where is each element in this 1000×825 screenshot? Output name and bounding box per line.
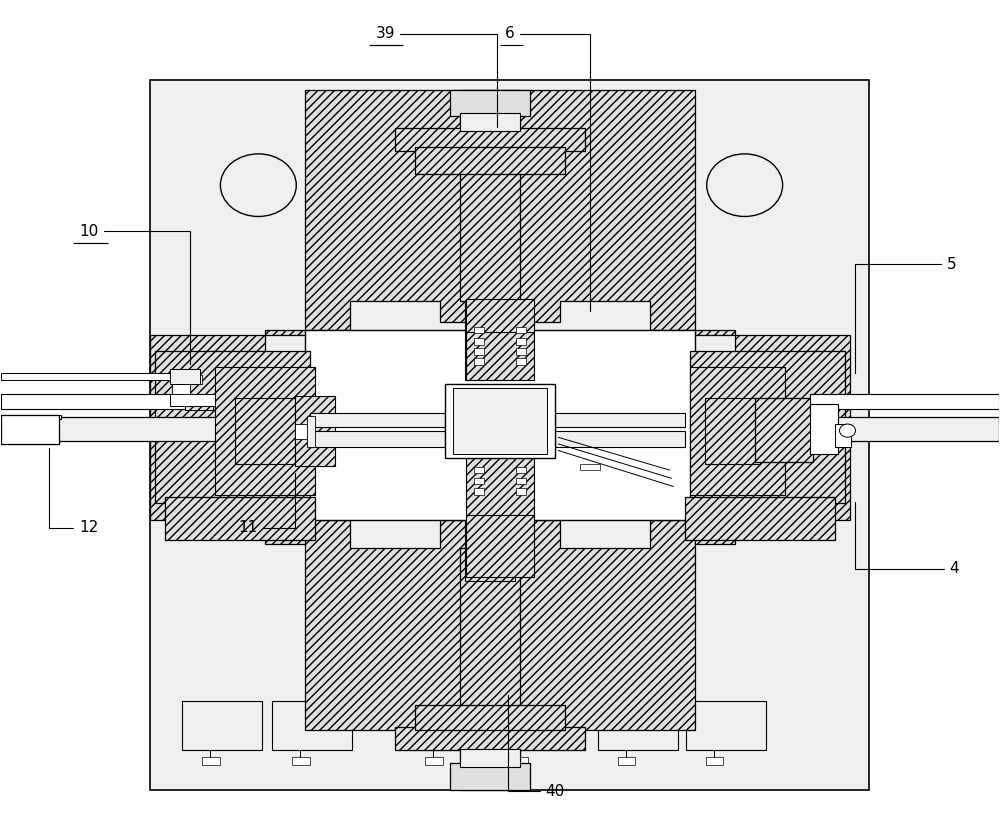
Bar — [295, 396, 335, 466]
Bar — [453, 388, 547, 454]
Text: 40: 40 — [508, 695, 565, 799]
Bar — [465, 520, 515, 544]
Bar — [474, 488, 484, 495]
Bar — [460, 91, 520, 301]
Bar — [215, 367, 315, 495]
Bar — [516, 467, 526, 474]
Polygon shape — [1, 415, 61, 419]
Bar — [706, 757, 723, 765]
Bar — [235, 398, 295, 464]
Bar — [580, 464, 600, 470]
Bar — [465, 301, 515, 380]
Bar — [1, 373, 175, 380]
Text: 5: 5 — [855, 257, 956, 373]
Bar — [810, 394, 999, 409]
Bar — [1, 415, 59, 444]
Bar — [415, 148, 565, 173]
Polygon shape — [305, 520, 695, 729]
Bar — [686, 700, 766, 750]
Bar — [150, 80, 869, 790]
Bar — [272, 700, 352, 750]
Bar — [755, 417, 999, 441]
Bar — [460, 113, 520, 131]
Circle shape — [220, 154, 296, 216]
Bar — [415, 705, 565, 729]
Bar — [445, 384, 555, 458]
Bar — [474, 478, 484, 484]
Bar — [460, 748, 520, 766]
Bar — [172, 384, 190, 394]
Bar — [516, 338, 526, 345]
Text: 6: 6 — [505, 26, 590, 311]
Bar — [516, 348, 526, 355]
Text: 4: 4 — [855, 502, 959, 577]
Bar — [490, 700, 570, 750]
Bar — [425, 757, 443, 765]
Bar — [618, 757, 635, 765]
Bar — [516, 488, 526, 495]
Bar — [690, 367, 785, 495]
Bar — [170, 394, 215, 406]
Bar — [1, 394, 195, 409]
Bar — [170, 369, 200, 384]
Bar — [185, 394, 213, 410]
Polygon shape — [1, 439, 59, 444]
Bar — [474, 348, 484, 355]
Bar — [466, 516, 534, 578]
Bar — [182, 700, 262, 750]
Bar — [474, 338, 484, 345]
Circle shape — [840, 424, 856, 437]
Text: 10: 10 — [79, 224, 190, 365]
Bar — [465, 544, 515, 582]
Bar — [202, 757, 220, 765]
Polygon shape — [695, 330, 850, 544]
Bar — [474, 467, 484, 474]
Text: 12: 12 — [49, 448, 98, 535]
Bar — [598, 700, 678, 750]
Bar — [516, 327, 526, 333]
Bar — [450, 90, 530, 116]
Bar — [310, 431, 445, 447]
Bar — [555, 431, 685, 447]
Bar — [474, 327, 484, 333]
Bar — [307, 416, 315, 447]
Bar — [172, 375, 202, 384]
Bar — [395, 727, 585, 750]
Bar — [292, 757, 310, 765]
Bar — [395, 128, 585, 151]
Bar — [295, 424, 307, 439]
Bar — [516, 478, 526, 484]
Bar — [685, 497, 835, 540]
Bar — [474, 358, 484, 365]
Bar — [405, 700, 485, 750]
Bar — [310, 412, 445, 427]
Bar — [755, 398, 813, 462]
Bar — [466, 299, 534, 332]
Polygon shape — [150, 330, 305, 544]
Bar — [1, 417, 245, 441]
Bar — [466, 328, 534, 380]
Polygon shape — [305, 91, 695, 330]
Bar — [810, 404, 838, 454]
Bar — [555, 412, 685, 427]
Text: 11: 11 — [239, 473, 295, 535]
Bar — [305, 330, 695, 520]
Bar — [460, 549, 520, 790]
Bar — [450, 763, 530, 790]
Bar — [155, 351, 310, 503]
Bar — [165, 497, 315, 540]
Bar — [690, 351, 845, 503]
Bar — [466, 456, 534, 518]
Bar — [705, 398, 760, 464]
Circle shape — [707, 154, 783, 216]
Bar — [510, 757, 528, 765]
Bar — [835, 424, 851, 447]
Bar — [516, 358, 526, 365]
Text: 39: 39 — [375, 26, 497, 127]
